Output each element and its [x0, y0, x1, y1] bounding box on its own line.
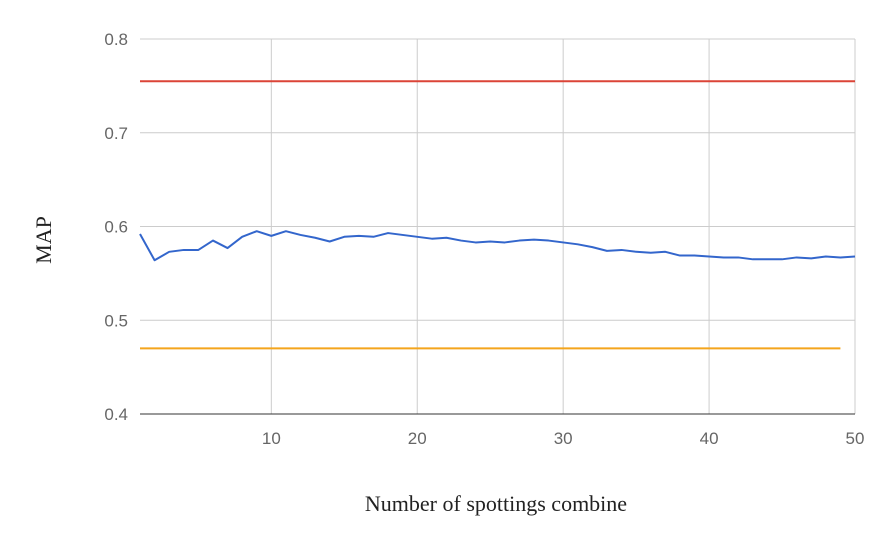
x-tick-label: 50: [846, 429, 865, 448]
y-axis-title: MAP: [31, 216, 56, 264]
y-tick-label: 0.7: [104, 124, 128, 143]
tick-labels: 0.4 0.5 0.6 0.7 0.8 10 20 30 40 50: [104, 30, 864, 448]
x-tick-label: 10: [262, 429, 281, 448]
x-axis-title: Number of spottings combine: [365, 491, 627, 516]
y-tick-label: 0.8: [104, 30, 128, 49]
series-group: [139, 80, 856, 350]
grid: [140, 38, 856, 414]
y-tick-label: 0.6: [104, 218, 128, 237]
y-tick-label: 0.4: [104, 405, 128, 424]
x-tick-label: 20: [408, 429, 427, 448]
series-line-1: [139, 230, 856, 262]
x-tick-label: 30: [554, 429, 573, 448]
x-tick-label: 40: [700, 429, 719, 448]
y-tick-label: 0.5: [104, 311, 128, 330]
